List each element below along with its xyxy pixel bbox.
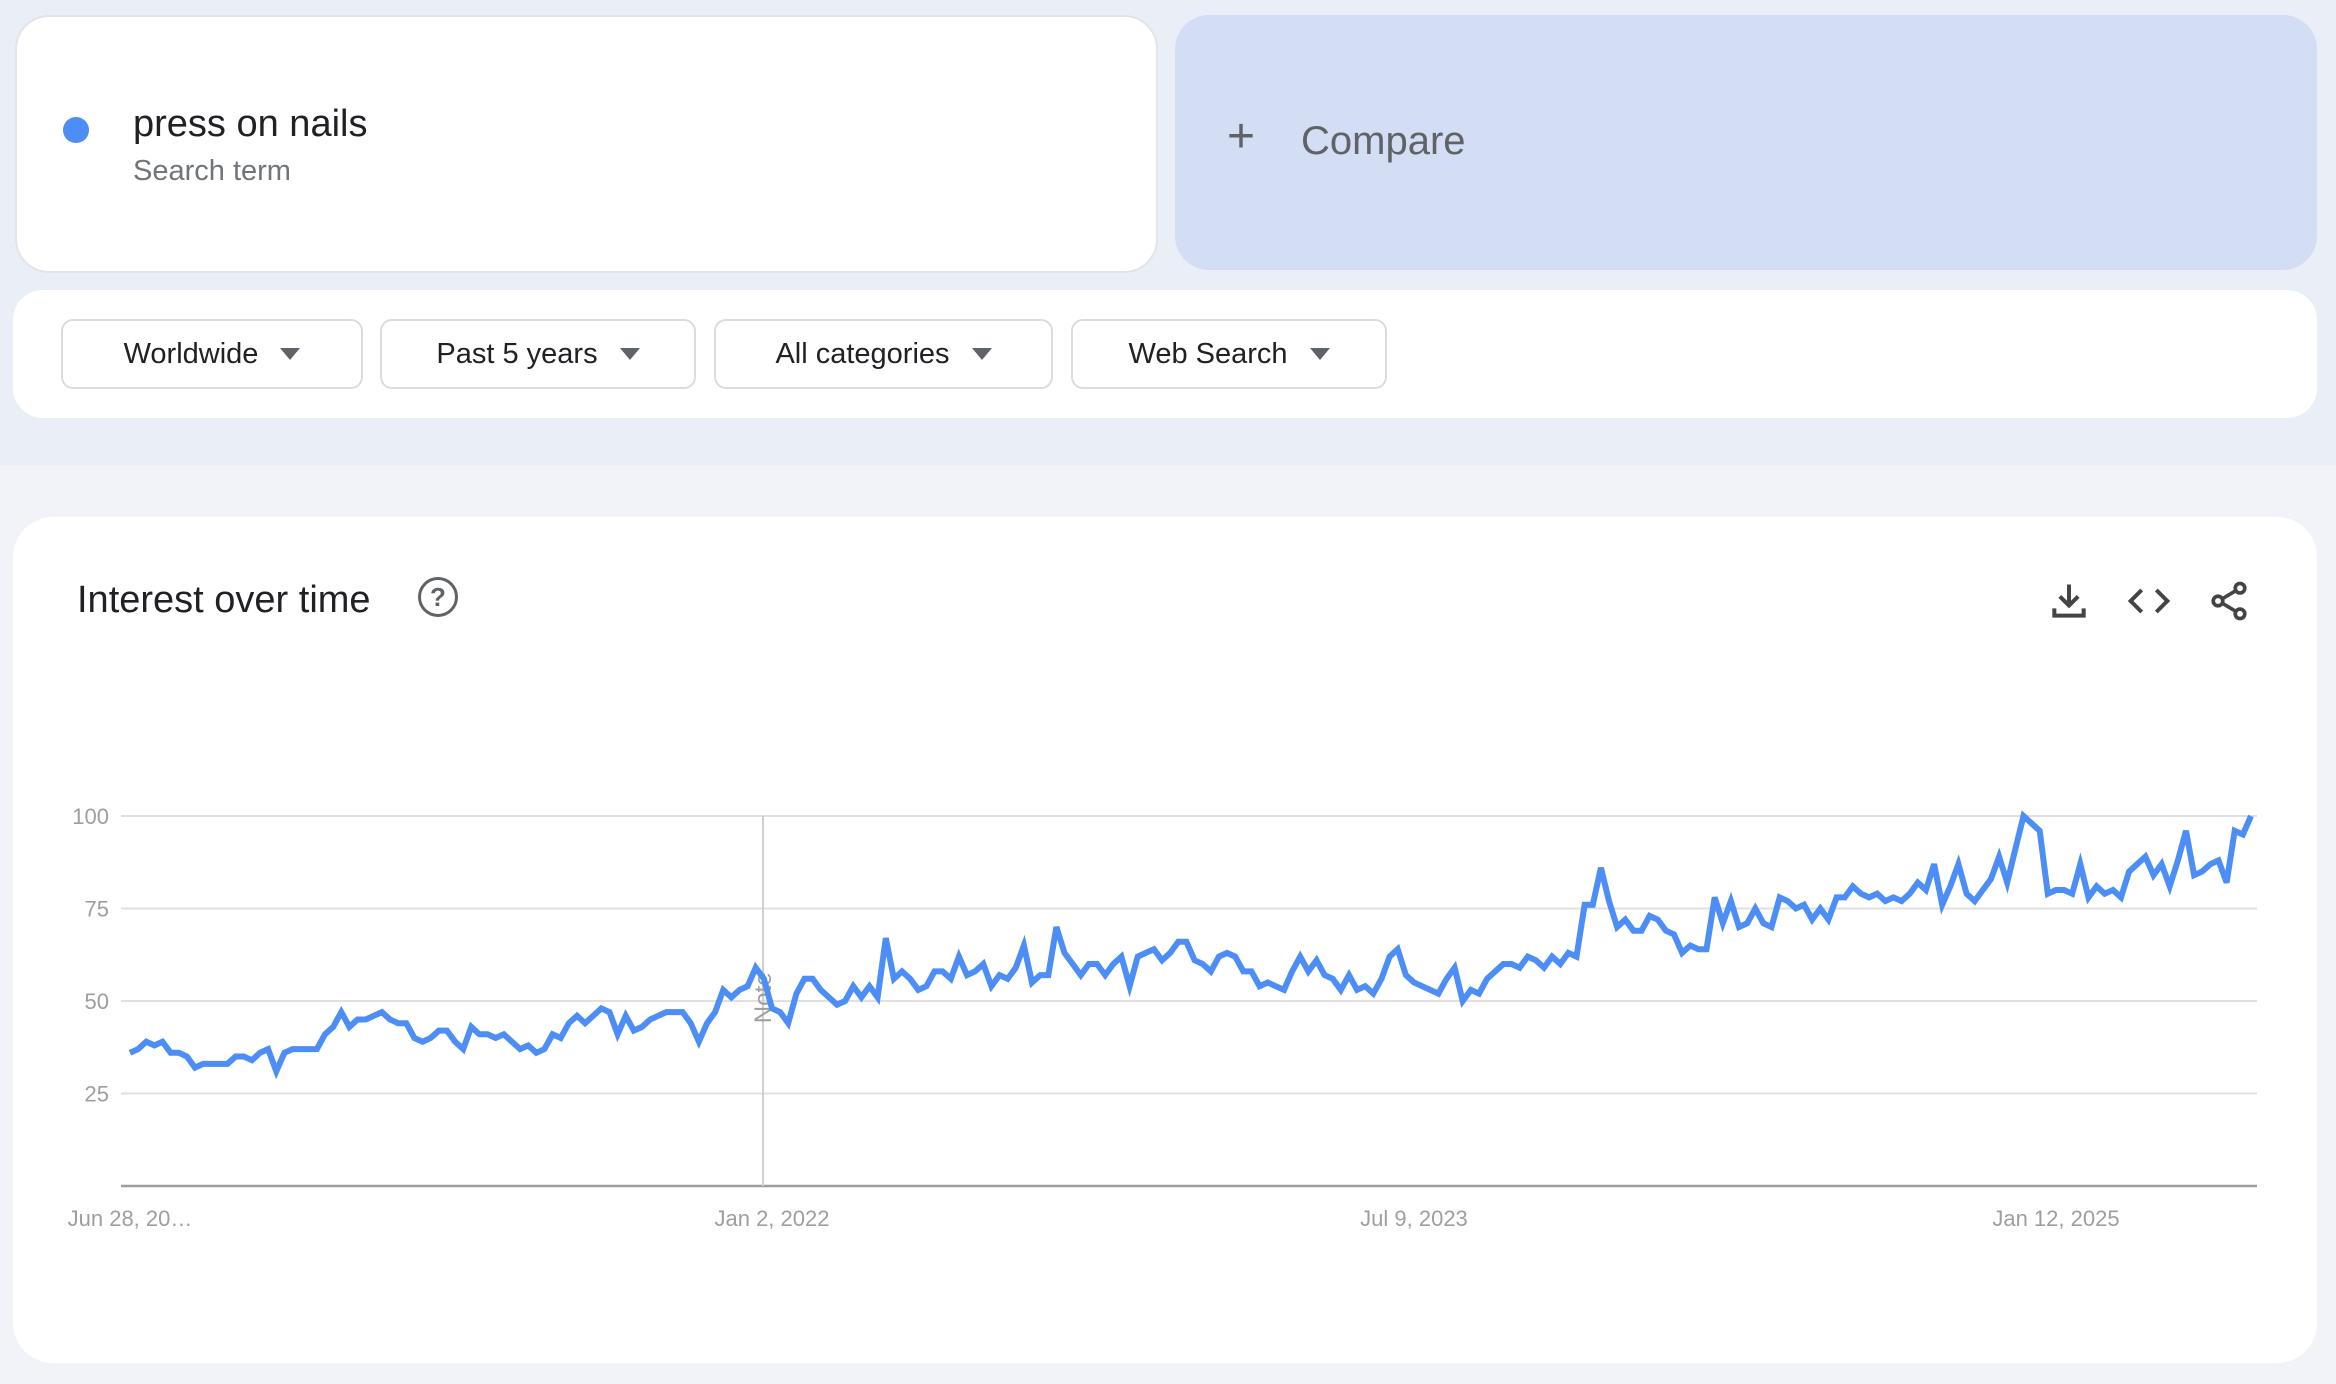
x-tick-label: Jan 2, 2022 — [714, 1206, 829, 1231]
time-range-filter-dropdown[interactable]: Past 5 years — [380, 319, 696, 389]
interest-line-chart: 100 75 50 25 Note Jun 28, 20… Jan 2, 2022 Jul 9… — [68, 804, 2257, 1231]
search-type-filter-dropdown[interactable]: Web Search — [1071, 319, 1387, 389]
search-type-filter-label: Web Search — [1128, 337, 1288, 370]
search-term-type: Search term — [133, 155, 291, 187]
caret-down-icon — [280, 348, 301, 360]
category-filter-dropdown[interactable]: All categories — [714, 319, 1053, 389]
caret-down-icon — [1309, 348, 1330, 360]
share-icon[interactable] — [2207, 579, 2251, 623]
compare-button[interactable]: + Compare — [1175, 15, 2317, 270]
y-tick-label: 100 — [72, 804, 109, 829]
filter-bar: Worldwide Past 5 years All categories We… — [13, 290, 2317, 418]
series-color-dot — [63, 117, 89, 143]
interest-over-time-panel: Interest over time ? 100 75 50 25 Note Jun 28… — [13, 517, 2317, 1363]
y-tick-label: 75 — [85, 897, 109, 922]
x-tick-label: Jul 9, 2023 — [1360, 1206, 1468, 1231]
download-icon[interactable] — [2047, 579, 2091, 623]
region-filter-dropdown[interactable]: Worldwide — [61, 319, 363, 389]
caret-down-icon — [619, 348, 640, 360]
plus-icon: + — [1227, 110, 1256, 163]
search-term-name[interactable]: press on nails — [133, 103, 368, 145]
panel-title: Interest over time — [77, 579, 371, 621]
time-range-filter-label: Past 5 years — [436, 337, 598, 370]
embed-code-icon[interactable] — [2127, 579, 2171, 623]
interest-series-line — [128, 810, 2254, 1080]
x-tick-label: Jun 28, 20… — [68, 1206, 193, 1231]
y-tick-label: 25 — [85, 1082, 109, 1107]
compare-label: Compare — [1301, 119, 1466, 163]
x-tick-label: Jan 12, 2025 — [1992, 1206, 2119, 1231]
caret-down-icon — [971, 348, 992, 360]
category-filter-label: All categories — [775, 337, 950, 370]
search-term-card[interactable]: press on nails Search term — [15, 15, 1158, 273]
note-annotation: Note — [750, 972, 777, 1023]
y-tick-label: 50 — [85, 989, 109, 1014]
region-filter-label: Worldwide — [123, 337, 259, 370]
help-circle-icon[interactable]: ? — [418, 577, 458, 617]
